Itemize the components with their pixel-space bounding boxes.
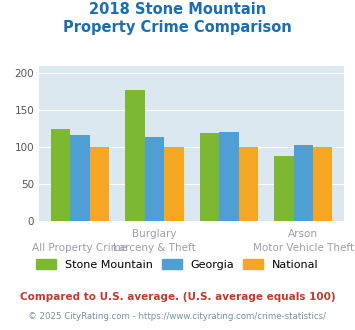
Bar — [90, 147, 109, 221]
Text: Arson: Arson — [288, 229, 318, 239]
Text: Larceny & Theft: Larceny & Theft — [113, 243, 196, 252]
Text: Burglary: Burglary — [132, 229, 177, 239]
Bar — [294, 145, 313, 221]
Bar — [200, 133, 219, 221]
Bar — [164, 147, 184, 221]
Bar — [51, 129, 70, 221]
Text: Motor Vehicle Theft: Motor Vehicle Theft — [253, 243, 354, 252]
Bar — [239, 147, 258, 221]
Text: © 2025 CityRating.com - https://www.cityrating.com/crime-statistics/: © 2025 CityRating.com - https://www.city… — [28, 312, 327, 321]
Bar — [125, 90, 145, 221]
Bar — [313, 147, 332, 221]
Text: Property Crime Comparison: Property Crime Comparison — [63, 20, 292, 35]
Legend: Stone Mountain, Georgia, National: Stone Mountain, Georgia, National — [32, 255, 323, 274]
Bar — [274, 156, 294, 221]
Bar — [219, 132, 239, 221]
Bar — [145, 137, 164, 221]
Text: All Property Crime: All Property Crime — [32, 243, 127, 252]
Text: 2018 Stone Mountain: 2018 Stone Mountain — [89, 2, 266, 16]
Text: Compared to U.S. average. (U.S. average equals 100): Compared to U.S. average. (U.S. average … — [20, 292, 335, 302]
Bar — [70, 135, 90, 221]
